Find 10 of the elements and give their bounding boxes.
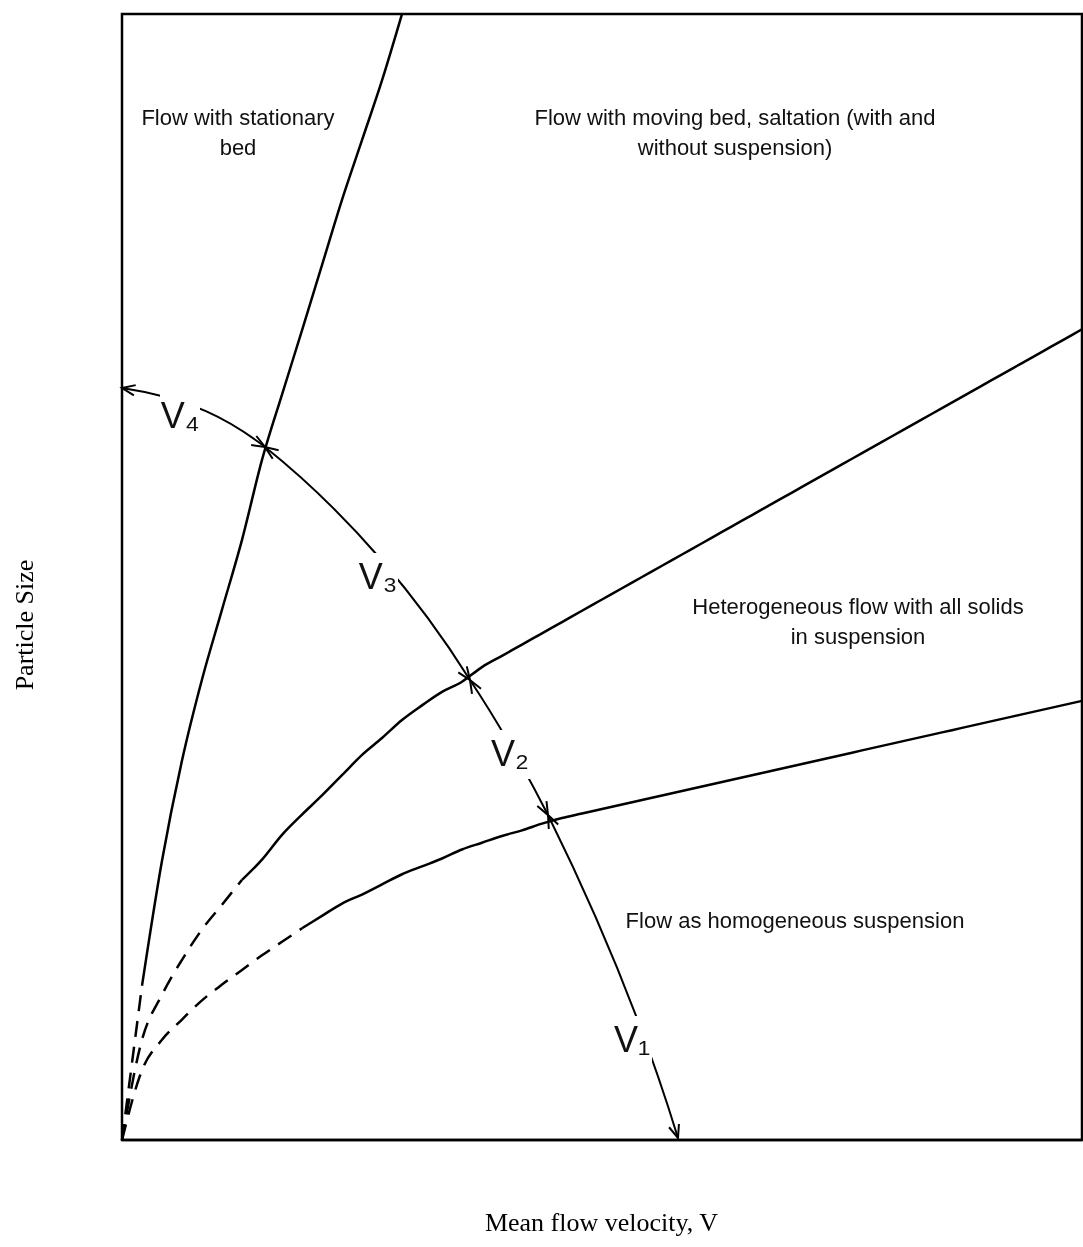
x-axis-title: Mean flow velocity, V <box>483 1208 720 1238</box>
annotation: Heterogeneous flow with all solids in suspension <box>691 593 1025 651</box>
annotation: V₂ <box>490 730 530 779</box>
annotation: Flow as homogeneous suspension <box>624 907 966 935</box>
annotation: Flow with moving bed, saltation (with and without suspension) <box>533 104 937 162</box>
annotation: Flow with stationary bed <box>140 104 336 162</box>
annotation: V₃ <box>358 553 398 602</box>
annotation: V₁ <box>612 1016 652 1065</box>
y-axis-title: Particle Size <box>10 559 40 691</box>
annotation: V₄ <box>160 392 200 441</box>
